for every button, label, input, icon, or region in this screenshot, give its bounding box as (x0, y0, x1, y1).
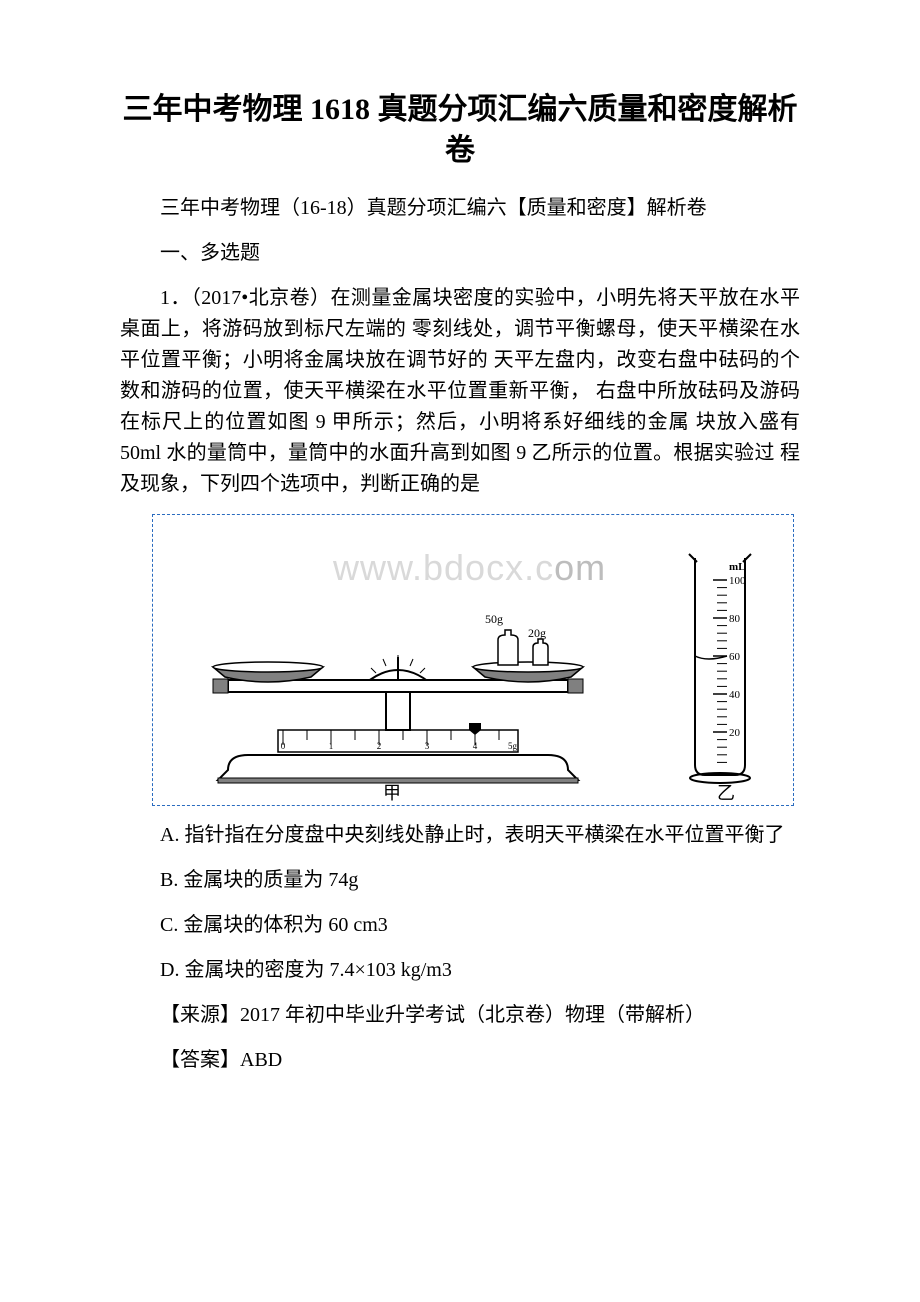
weight-top-label: 50g (485, 612, 503, 626)
svg-text:100: 100 (729, 575, 746, 587)
weight-20g: 20g (528, 626, 548, 665)
svg-text:80: 80 (729, 613, 741, 625)
svg-text:40: 40 (729, 689, 741, 701)
source-text: 【来源】2017 年初中毕业升学考试（北京卷）物理（带解析） (120, 1000, 800, 1031)
cylinder-unit: mL (729, 561, 746, 573)
svg-text:2: 2 (377, 741, 382, 751)
figure-container: www.bdocx.com (152, 514, 800, 806)
svg-text:3: 3 (425, 741, 430, 751)
subtitle: 三年中考物理（16-18）真题分项汇编六【质量和密度】解析卷 (120, 193, 800, 224)
weight-50g: 50g (485, 612, 518, 665)
question-text: 1．（2017•北京卷）在测量金属块密度的实验中，小明先将天平放在水平桌面上，将… (120, 283, 800, 500)
svg-text:4: 4 (473, 741, 478, 751)
balance-scale-icon: 0 1 2 3 4 5g (183, 595, 613, 785)
answer-text: 【答案】ABD (120, 1045, 800, 1076)
option-b: B. 金属块的质量为 74g (120, 865, 800, 896)
figure: www.bdocx.com (152, 514, 794, 806)
page-title: 三年中考物理 1618 真题分项汇编六质量和密度解析卷 (120, 90, 800, 171)
svg-text:1: 1 (329, 741, 334, 751)
watermark: www.bdocx.com (333, 547, 606, 589)
option-a: A. 指针指在分度盘中央刻线处静止时，表明天平横梁在水平位置平衡了 (120, 820, 800, 851)
figure-label-b: 乙 (717, 779, 735, 805)
option-c: C. 金属块的体积为 60 cm3 (120, 910, 800, 941)
svg-text:60: 60 (729, 651, 741, 663)
figure-label-a: 甲 (383, 779, 401, 805)
weight-bottom-label: 20g (528, 626, 546, 640)
watermark-text-dark: om (554, 547, 606, 588)
section-heading: 一、多选题 (120, 238, 800, 269)
svg-text:0: 0 (281, 741, 286, 751)
svg-text:20: 20 (729, 727, 741, 739)
watermark-text: www.bdocx.c (333, 547, 554, 588)
svg-text:5g: 5g (508, 741, 518, 751)
option-d: D. 金属块的密度为 7.4×103 kg/m3 (120, 955, 800, 986)
graduated-cylinder-icon: mL 100 80 60 40 20 (683, 550, 763, 785)
